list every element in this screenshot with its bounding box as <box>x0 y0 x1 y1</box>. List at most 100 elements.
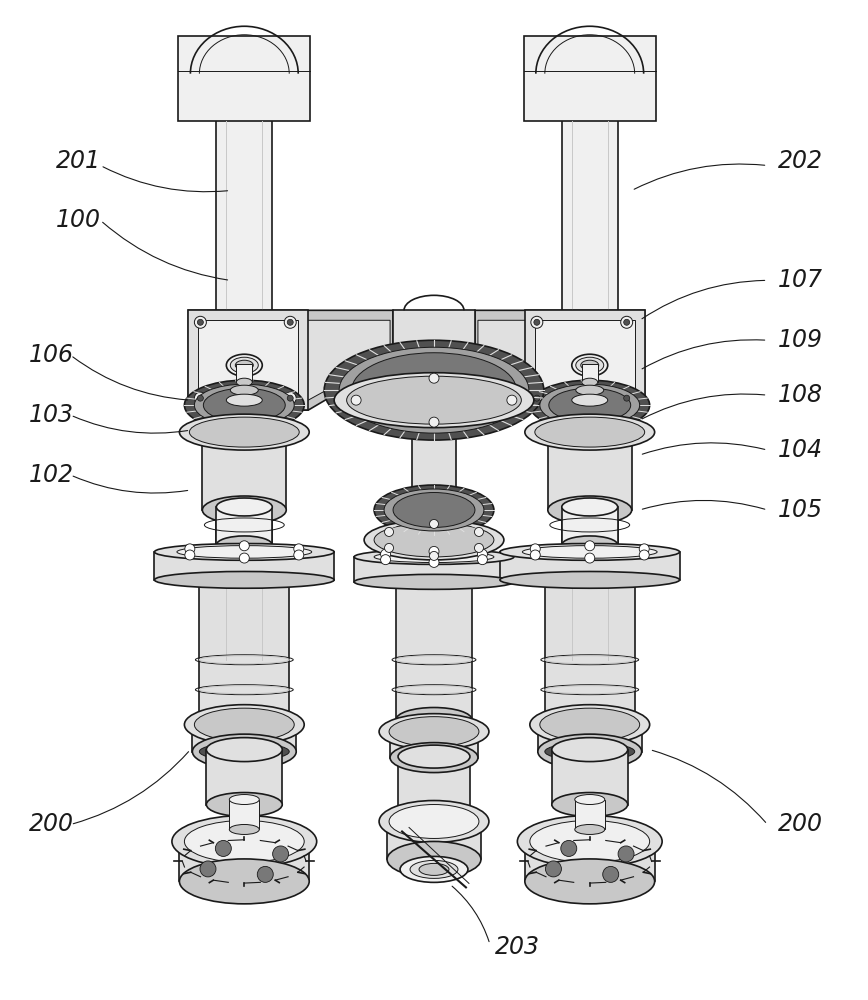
Ellipse shape <box>525 414 654 450</box>
Ellipse shape <box>227 354 262 376</box>
Ellipse shape <box>155 544 334 560</box>
Ellipse shape <box>379 714 489 750</box>
Ellipse shape <box>477 549 488 559</box>
Ellipse shape <box>380 555 391 565</box>
Bar <box>188 310 308 410</box>
Ellipse shape <box>379 801 489 842</box>
Text: 200: 200 <box>778 812 823 836</box>
Ellipse shape <box>624 395 629 401</box>
Bar <box>398 757 470 814</box>
Ellipse shape <box>390 743 478 773</box>
Ellipse shape <box>385 543 393 552</box>
Ellipse shape <box>235 360 253 370</box>
Ellipse shape <box>172 815 317 867</box>
Bar <box>535 320 635 400</box>
Ellipse shape <box>602 866 619 882</box>
Ellipse shape <box>193 734 296 769</box>
Bar <box>200 580 289 720</box>
Ellipse shape <box>354 574 514 589</box>
Ellipse shape <box>380 549 391 559</box>
Ellipse shape <box>200 743 289 761</box>
Ellipse shape <box>393 493 475 527</box>
Bar <box>545 580 635 720</box>
Bar <box>179 36 310 121</box>
Ellipse shape <box>412 501 456 519</box>
Ellipse shape <box>396 708 472 732</box>
Ellipse shape <box>410 860 458 878</box>
Text: 202: 202 <box>778 149 823 173</box>
Ellipse shape <box>229 824 260 834</box>
Ellipse shape <box>531 316 542 328</box>
Text: 102: 102 <box>29 463 74 487</box>
Text: 105: 105 <box>778 498 823 522</box>
Ellipse shape <box>287 319 293 325</box>
Ellipse shape <box>354 549 514 564</box>
Text: 200: 200 <box>29 812 74 836</box>
Ellipse shape <box>194 708 294 741</box>
Polygon shape <box>240 320 390 400</box>
Ellipse shape <box>621 392 633 404</box>
Ellipse shape <box>216 498 273 516</box>
Ellipse shape <box>572 394 608 406</box>
Ellipse shape <box>529 820 649 862</box>
Bar <box>552 750 628 805</box>
Ellipse shape <box>500 571 680 588</box>
Text: 201: 201 <box>56 149 101 173</box>
Ellipse shape <box>389 717 479 747</box>
Text: 109: 109 <box>778 328 823 352</box>
Ellipse shape <box>535 417 645 447</box>
Ellipse shape <box>284 392 296 404</box>
Ellipse shape <box>534 319 540 325</box>
Ellipse shape <box>352 353 516 428</box>
Ellipse shape <box>284 316 296 328</box>
Ellipse shape <box>477 555 488 565</box>
Ellipse shape <box>194 392 207 404</box>
Bar <box>216 116 273 660</box>
Ellipse shape <box>364 520 504 560</box>
Ellipse shape <box>324 340 544 440</box>
Ellipse shape <box>200 705 289 734</box>
Ellipse shape <box>545 861 562 877</box>
Bar <box>538 724 641 752</box>
Ellipse shape <box>475 527 483 536</box>
Ellipse shape <box>540 384 640 426</box>
Bar <box>236 364 253 382</box>
Bar <box>199 320 299 400</box>
Ellipse shape <box>538 734 641 769</box>
Ellipse shape <box>531 392 542 404</box>
Ellipse shape <box>374 523 494 557</box>
Ellipse shape <box>189 417 299 447</box>
Ellipse shape <box>197 319 203 325</box>
Ellipse shape <box>475 543 483 552</box>
Ellipse shape <box>562 536 618 554</box>
Ellipse shape <box>207 738 282 762</box>
Ellipse shape <box>230 385 259 395</box>
Ellipse shape <box>352 395 361 405</box>
Ellipse shape <box>203 388 286 422</box>
Ellipse shape <box>389 805 479 838</box>
Ellipse shape <box>523 546 657 558</box>
Ellipse shape <box>545 743 635 761</box>
Ellipse shape <box>618 846 634 862</box>
Ellipse shape <box>529 705 649 745</box>
Ellipse shape <box>540 708 640 741</box>
Ellipse shape <box>525 859 654 904</box>
Bar <box>524 36 655 121</box>
Ellipse shape <box>582 378 598 386</box>
Ellipse shape <box>180 414 309 450</box>
Ellipse shape <box>194 316 207 328</box>
Ellipse shape <box>339 347 529 433</box>
Bar <box>582 364 598 382</box>
Ellipse shape <box>639 550 649 560</box>
Ellipse shape <box>184 705 304 745</box>
Ellipse shape <box>585 541 595 551</box>
Text: 108: 108 <box>778 383 823 407</box>
Ellipse shape <box>549 388 631 422</box>
Bar <box>393 310 475 410</box>
Ellipse shape <box>624 319 629 325</box>
Ellipse shape <box>429 417 439 427</box>
Ellipse shape <box>197 395 203 401</box>
Bar <box>575 800 605 829</box>
Ellipse shape <box>430 519 438 528</box>
Ellipse shape <box>293 550 304 560</box>
